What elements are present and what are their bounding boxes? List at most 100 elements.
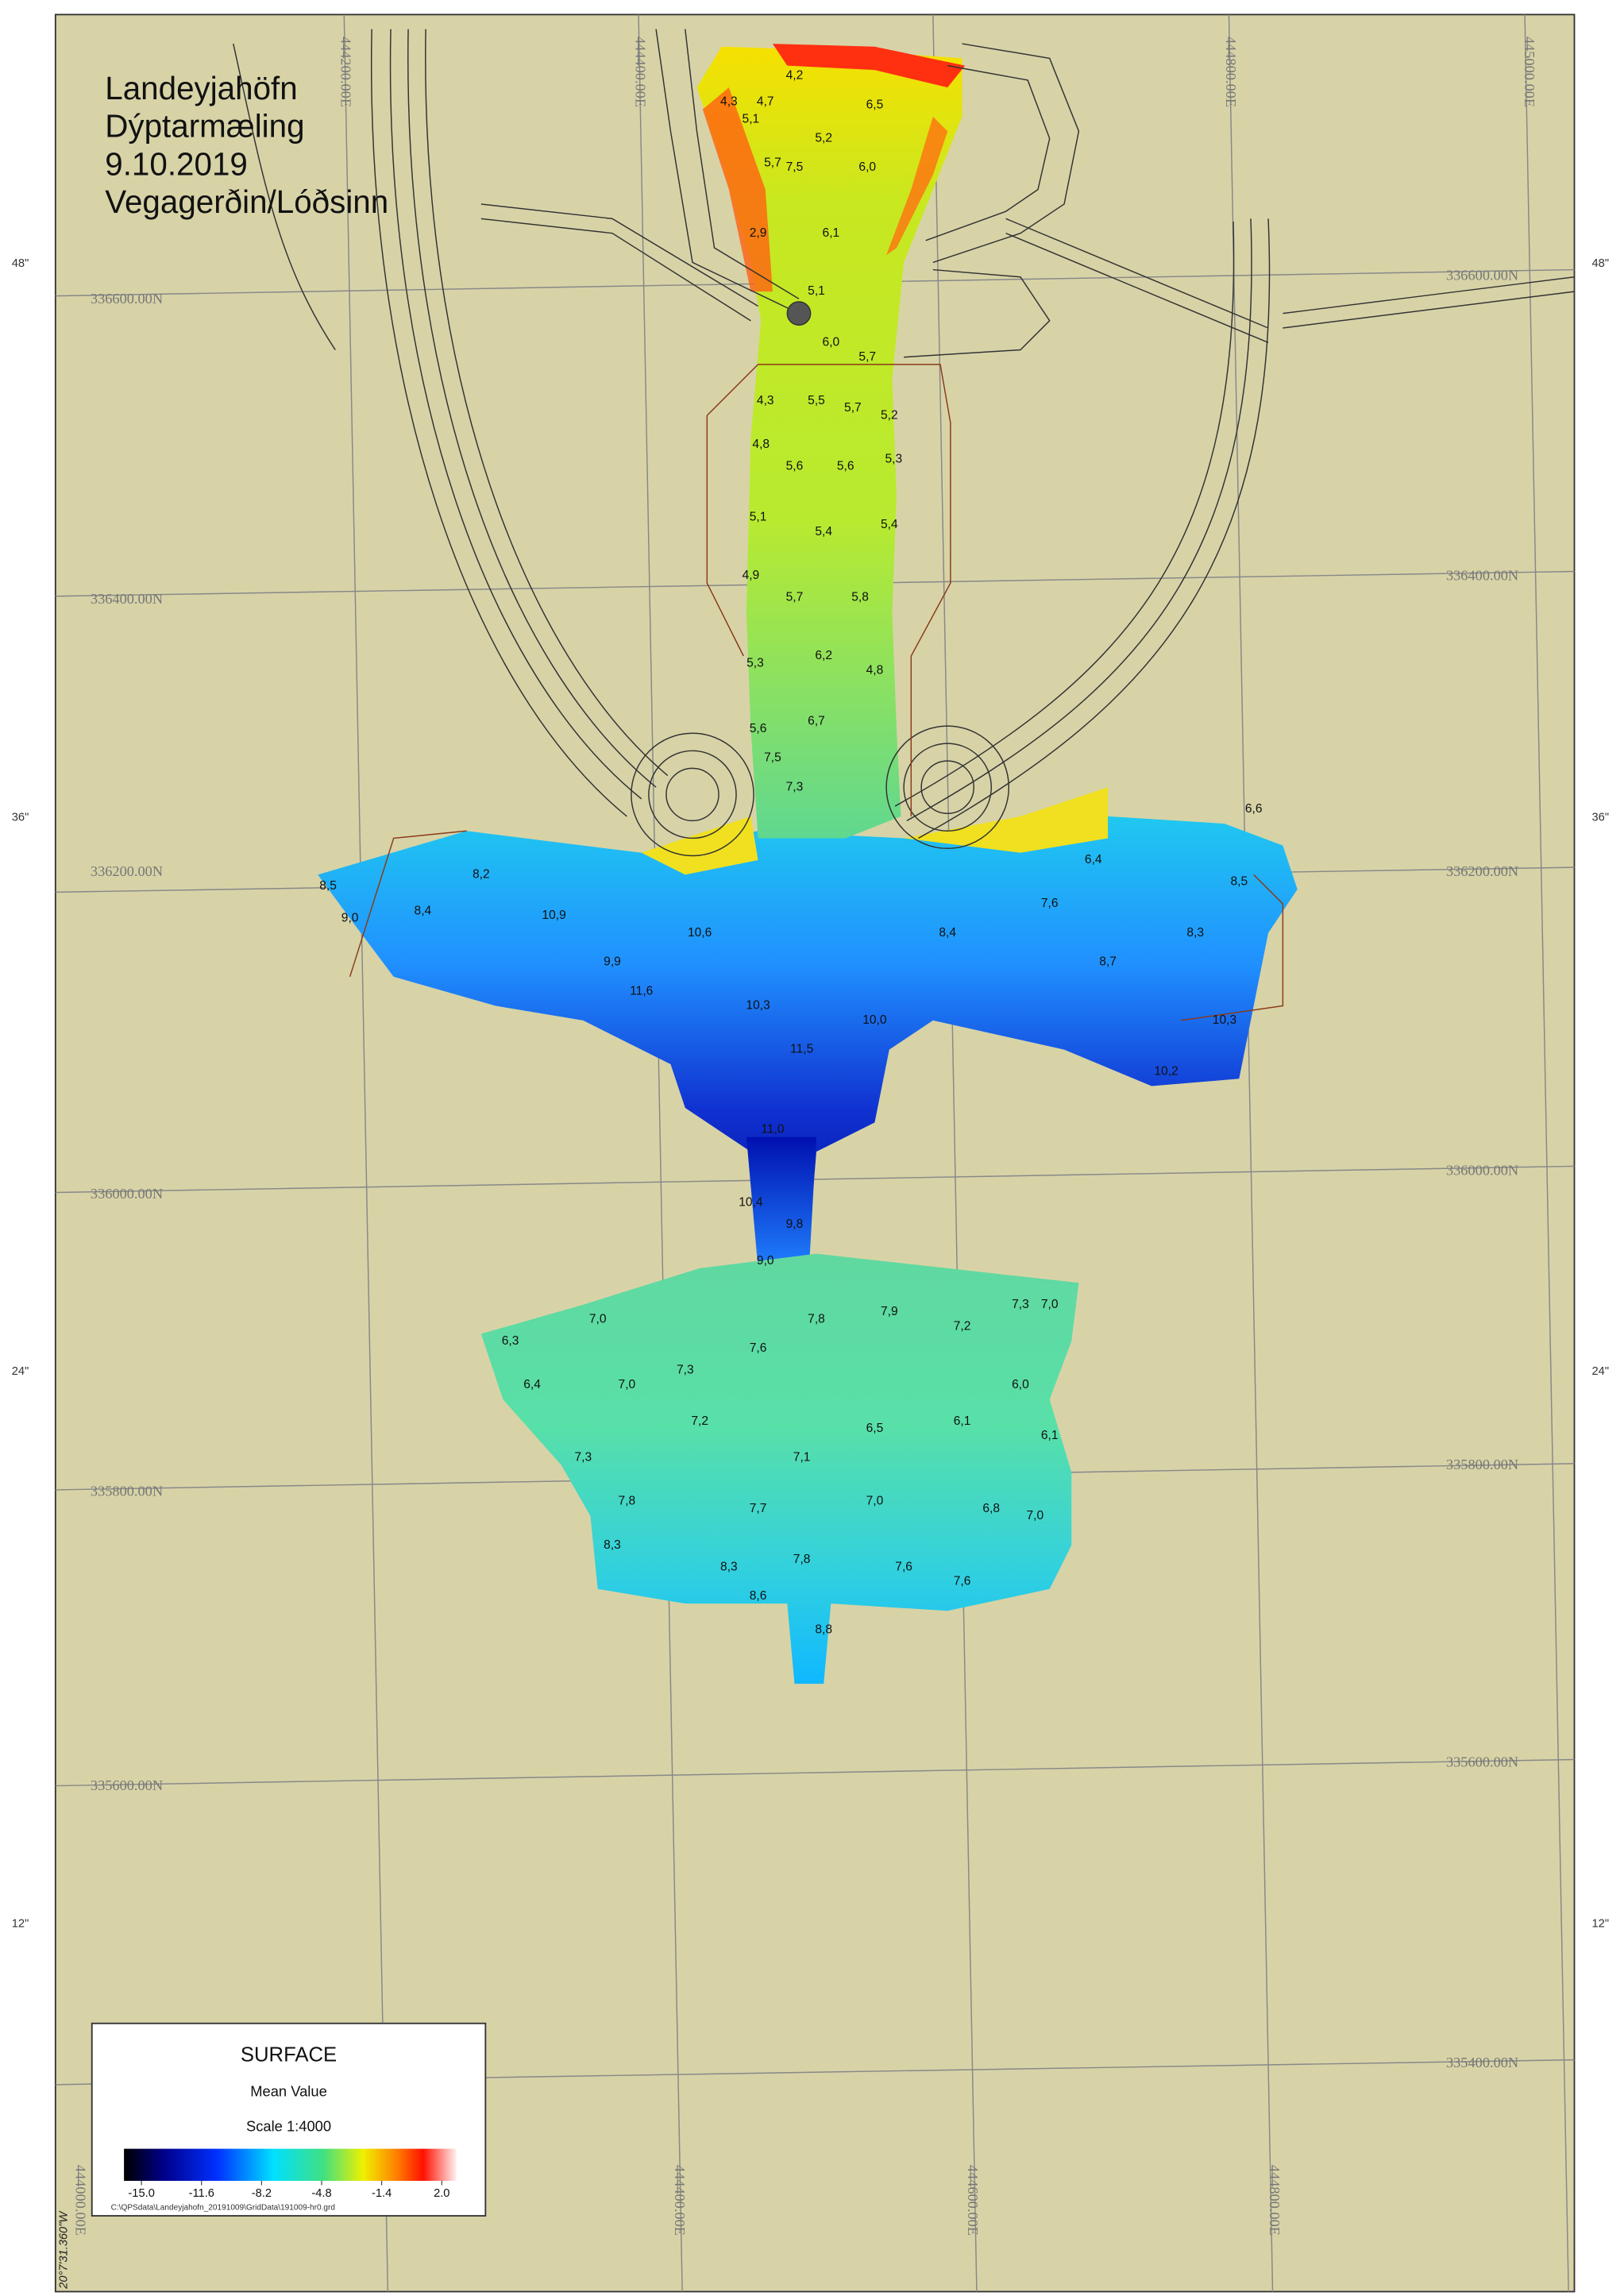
easting-label: 444400.00E [672, 2165, 688, 2236]
sounding: 9,0 [341, 912, 359, 925]
sounding: 5,7 [786, 591, 804, 604]
corner-lon: 20°7'31.360"W [58, 2211, 71, 2290]
sounding: 10,6 [688, 926, 712, 940]
sounding: 8,4 [939, 926, 956, 940]
easting-label: 445000.00E [1522, 37, 1537, 107]
latitude-label: 48" [1592, 257, 1610, 270]
sounding: 6,0 [823, 335, 840, 349]
sounding: 6,6 [1245, 802, 1263, 816]
sounding: 5,4 [881, 518, 898, 531]
sounding: 5,1 [743, 113, 760, 126]
northing-label: 336600.00N [1446, 267, 1518, 283]
sounding: 7,6 [1041, 897, 1059, 910]
sounding: 7,8 [619, 1495, 636, 1508]
colorbar-tick-label: 2.0 [434, 2187, 449, 2200]
sounding: 7,9 [881, 1305, 898, 1318]
title-line: Landeyjahöfn [105, 70, 297, 106]
sounding: 5,1 [808, 284, 825, 298]
sounding: 7,1 [793, 1451, 811, 1464]
sounding: 8,2 [473, 867, 490, 881]
northing-label: 336600.00N [91, 291, 163, 307]
sounding: 6,1 [954, 1414, 971, 1428]
sounding: 7,5 [786, 160, 804, 174]
legend: SURFACE Mean Value Scale 1:4000 -15.0 -11.6 -… [91, 2022, 487, 2217]
sounding: 5,3 [885, 452, 902, 465]
sounding: 7,3 [1012, 1298, 1029, 1311]
sounding: 11,0 [761, 1123, 785, 1136]
easting-label: 444800.00E [1267, 2165, 1283, 2236]
sounding: 10,4 [739, 1195, 763, 1209]
sounding: 7,0 [619, 1378, 636, 1391]
sounding: 4,9 [743, 569, 760, 582]
sounding: 7,3 [677, 1364, 694, 1377]
latitude-label: 24" [1592, 1365, 1610, 1378]
sounding: 9,9 [604, 955, 621, 969]
sounding: 5,2 [881, 408, 898, 422]
sounding: 6,0 [858, 160, 876, 174]
sounding: 5,7 [764, 156, 781, 170]
northing-label: 335600.00N [91, 1777, 163, 1793]
sounding: 7,3 [574, 1451, 592, 1464]
northing-label: 336400.00N [1446, 568, 1518, 584]
sounding: 5,6 [786, 460, 804, 473]
northing-label: 336000.00N [1446, 1162, 1518, 1178]
latitude-label: 36" [1592, 811, 1610, 824]
sounding: 5,3 [746, 656, 764, 670]
northing-label: 336000.00N [91, 1186, 163, 1202]
sounding: 11,6 [630, 984, 653, 998]
easting-label: 444800.00E [1223, 37, 1239, 107]
title-line: 9.10.2019 [105, 145, 248, 182]
sounding: 4,7 [757, 95, 774, 109]
sounding: 6,1 [1041, 1429, 1059, 1442]
sounding: 4,8 [866, 663, 884, 677]
sounding: 7,8 [808, 1312, 825, 1326]
sounding: 7,6 [750, 1341, 767, 1355]
legend-title: SURFACE [241, 2043, 337, 2066]
northing-label: 335800.00N [1446, 1457, 1518, 1472]
colorbar [124, 2148, 457, 2181]
easting-label: 444600.00E [965, 2165, 981, 2236]
title-line: Dýptarmæling [105, 108, 304, 145]
sounding: 6,0 [1012, 1378, 1029, 1391]
northing-label: 335800.00N [91, 1483, 163, 1499]
legend-box [91, 2022, 487, 2217]
sounding: 7,6 [895, 1560, 912, 1573]
sounding: 7,2 [954, 1319, 971, 1333]
easting-label: 444400.00E [632, 37, 648, 107]
sounding: 5,6 [750, 722, 767, 735]
easting-label: 444200.00E [338, 37, 354, 107]
sounding: 4,3 [757, 394, 774, 407]
bathymetry [318, 44, 1298, 1684]
sounding: 4,2 [786, 69, 804, 83]
colorbar-tick-label: -8.2 [252, 2187, 272, 2200]
sounding: 7,3 [786, 780, 804, 793]
colorbar-tick-label: -1.4 [372, 2187, 392, 2200]
easting-label: 444000.00E [73, 2165, 89, 2236]
sounding: 7,0 [1041, 1298, 1059, 1311]
legend-subtitle: Mean Value [250, 2083, 327, 2100]
sounding: 6,1 [823, 226, 840, 240]
latitude-label: 12" [1592, 1918, 1610, 1931]
sounding: 8,3 [604, 1538, 621, 1552]
sounding: 4,8 [752, 438, 770, 451]
sounding: 8,3 [1186, 926, 1204, 940]
colorbar-tick-label: -11.6 [189, 2187, 214, 2200]
latitude-label: 36" [12, 811, 29, 824]
sounding: 6,7 [808, 715, 825, 728]
colorbar-tick-label: -15.0 [128, 2187, 154, 2200]
sounding: 7,0 [589, 1312, 607, 1326]
title-line: Vegagerðin/Lóðsinn [105, 183, 388, 220]
sounding: 4,3 [720, 95, 738, 109]
sounding: 10,9 [542, 909, 565, 922]
sounding: 8,3 [720, 1560, 738, 1573]
colorbar-tick-label: -4.8 [311, 2187, 331, 2200]
sounding: 7,8 [793, 1553, 811, 1566]
survey-boundary [349, 364, 1284, 1021]
sounding: 6,2 [815, 649, 832, 662]
sounding: 7,0 [866, 1495, 884, 1508]
northing-label: 335600.00N [1446, 1754, 1518, 1770]
sounding: 6,8 [982, 1502, 1000, 1515]
sounding: 8,8 [815, 1623, 832, 1636]
sounding: 7,2 [691, 1414, 708, 1428]
